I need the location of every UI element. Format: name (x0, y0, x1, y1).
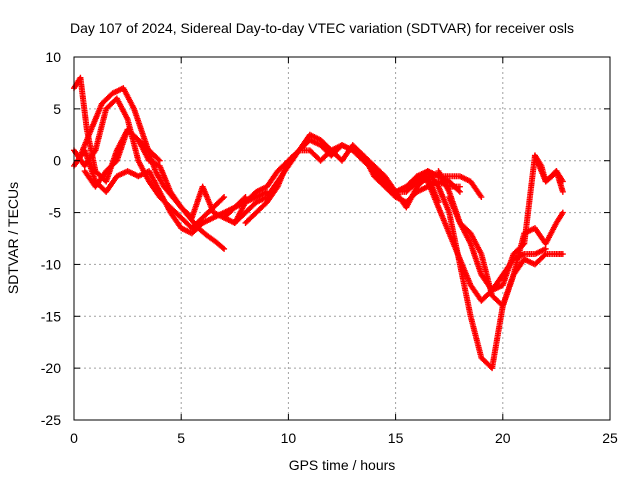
y-tick-label: -25 (41, 412, 61, 428)
series-trace-3 (75, 85, 228, 252)
y-tick-label: 10 (45, 49, 61, 65)
axis-ticks: 0 5 10 15 20 25 -25 -20 -15 -10 -5 0 5 10 (41, 49, 618, 446)
x-tick-label: 5 (177, 430, 185, 446)
x-axis-label: GPS time / hours (289, 457, 396, 473)
data-points (71, 74, 566, 372)
data-point (221, 245, 228, 252)
data-point (155, 156, 162, 163)
series-trace-14 (531, 152, 566, 195)
data-point (156, 157, 163, 164)
y-tick-label: -20 (41, 360, 61, 376)
data-point (456, 183, 463, 190)
data-point (541, 252, 548, 259)
grid-lines (74, 57, 610, 420)
data-point (478, 194, 485, 201)
data-point (221, 194, 228, 201)
data-point (559, 209, 566, 216)
y-tick-label: 5 (53, 101, 61, 117)
y-axis-label: SDTVAR / TECUs (5, 182, 21, 294)
data-point (294, 148, 301, 155)
series-trace-13 (424, 168, 485, 201)
x-tick-label: 0 (70, 430, 78, 446)
y-tick-label: -10 (41, 256, 61, 272)
x-tick-label: 10 (281, 430, 297, 446)
data-point (456, 188, 463, 195)
plot-frame (73, 56, 611, 421)
x-tick-label: 25 (602, 430, 618, 446)
x-tick-label: 15 (388, 430, 404, 446)
data-point (542, 245, 549, 252)
data-point (219, 195, 226, 202)
data-point (559, 251, 566, 258)
x-tick-label: 20 (495, 430, 511, 446)
data-point (559, 188, 566, 195)
y-tick-label: 0 (53, 153, 61, 169)
chart-title: Day 107 of 2024, Sidereal Day-to-day VTE… (70, 20, 574, 36)
data-point (219, 244, 226, 251)
y-tick-label: -5 (49, 205, 62, 221)
y-tick-label: -15 (41, 308, 61, 324)
